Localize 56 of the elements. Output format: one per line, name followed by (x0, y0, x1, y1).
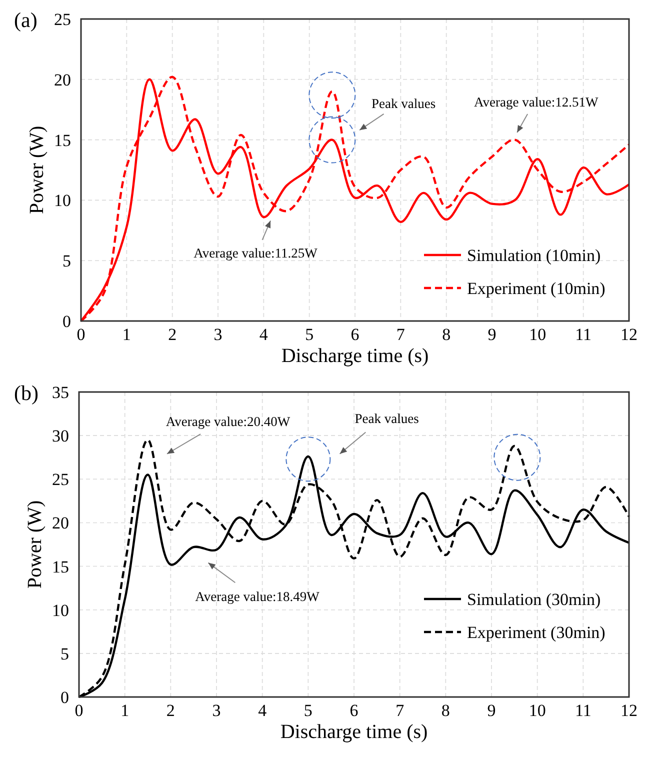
y-tick-label: 15 (52, 557, 69, 576)
x-tick-label: 4 (258, 701, 268, 720)
y-tick-label: 5 (62, 252, 71, 271)
annotation: Average value:18.49W (195, 588, 320, 604)
y-tick-label: 35 (52, 383, 69, 402)
x-tick-label: 0 (74, 701, 84, 720)
x-tick-label: 7 (396, 701, 405, 720)
annotation: Average value:20.40W (166, 414, 290, 429)
legend-label: Simulation (10min) (467, 246, 601, 265)
legend-label: Experiment (30min) (467, 623, 606, 642)
x-axis-title: Discharge time (s) (281, 345, 429, 367)
x-tick-label: 9 (488, 325, 496, 344)
x-tick-label: 8 (442, 325, 451, 344)
y-tick-label: 30 (52, 426, 69, 446)
x-tick-label: 4 (259, 325, 268, 344)
y-tick-label: 15 (54, 130, 71, 150)
y-tick-label: 25 (54, 10, 71, 29)
chart-title: (a) (14, 8, 38, 32)
y-axis-title: Power (W) (24, 500, 46, 589)
legend-label: Simulation (30min) (467, 590, 601, 609)
x-tick-label: 3 (212, 701, 221, 720)
x-tick-label: 11 (574, 701, 592, 720)
x-tick-label: 9 (487, 701, 496, 720)
x-tick-label: 10 (528, 701, 546, 720)
annotation: Peak values (372, 96, 436, 112)
x-tick-label: 11 (575, 325, 592, 344)
y-tick-label: 20 (54, 70, 71, 90)
x-tick-label: 0 (76, 325, 86, 344)
x-tick-label: 7 (396, 325, 406, 344)
x-tick-label: 2 (166, 701, 175, 720)
chart-title: (b) (14, 381, 38, 405)
x-tick-label: 3 (214, 325, 222, 344)
y-axis-title: Power (W) (26, 126, 48, 214)
x-tick-label: 6 (350, 325, 360, 344)
y-tick-label: 25 (52, 470, 69, 490)
annotation: Average value:12.51W (474, 94, 598, 110)
y-tick-label: 5 (60, 644, 69, 664)
annotation: Average value:11.25W (194, 246, 318, 261)
x-tick-label: 1 (122, 325, 131, 344)
y-tick-label: 20 (52, 514, 69, 533)
x-tick-label: 12 (620, 325, 638, 344)
x-tick-label: 5 (304, 701, 312, 720)
x-tick-label: 8 (441, 701, 450, 720)
y-tick-label: 0 (62, 312, 71, 331)
x-axis-title: Discharge time (s) (280, 721, 428, 743)
x-tick-label: 1 (120, 701, 130, 720)
y-tick-label: 0 (60, 688, 69, 707)
x-tick-label: 6 (350, 701, 358, 720)
x-tick-label: 10 (529, 325, 546, 344)
y-tick-label: 10 (54, 191, 71, 210)
x-tick-label: 2 (168, 325, 177, 344)
legend-label: Experiment (10min) (467, 279, 606, 298)
x-tick-label: 12 (620, 701, 638, 720)
x-tick-label: 5 (305, 325, 314, 344)
annotation: Peak values (354, 410, 419, 426)
y-tick-label: 10 (52, 600, 69, 620)
